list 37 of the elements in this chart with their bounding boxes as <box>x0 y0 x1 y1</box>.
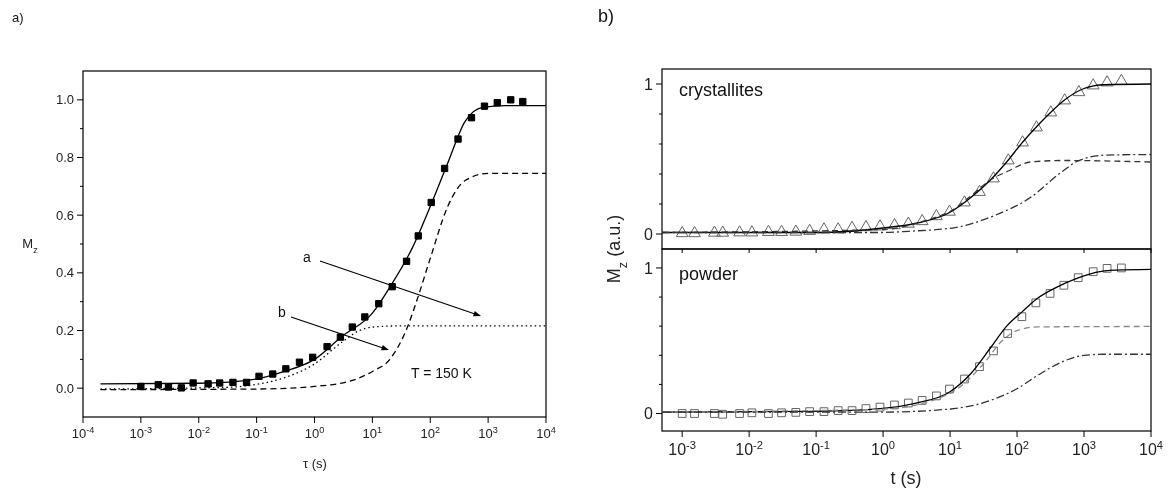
y-tick-label: 0.8 <box>55 150 74 166</box>
x-axis-title: t (s) <box>890 468 922 488</box>
text: a) <box>12 10 24 25</box>
y-tick-label: 0.4 <box>55 265 74 281</box>
annotation: powder <box>679 264 739 284</box>
annotation: T = 150 K <box>411 365 473 381</box>
x-tick-label: 10$^{3}$ <box>478 425 498 441</box>
text: b) <box>598 6 615 26</box>
y-tick-label: 1 <box>644 75 654 93</box>
y-tick-label: 1 <box>644 259 654 277</box>
y-tick-label: 0 <box>644 225 654 243</box>
x-tick-label: 10$^{2}$ <box>420 425 441 441</box>
x-tick-label: 10$^{-1}$ <box>245 425 268 441</box>
x-tick-label: 10$^{2}$ <box>1005 439 1030 458</box>
y-tick-label: 0.0 <box>55 380 74 396</box>
annotation: b <box>278 304 286 320</box>
x-tick-label: 10$^{-2}$ <box>187 425 211 441</box>
y-tick-label: 1.0 <box>55 92 74 108</box>
x-tick-label: 10$^{4}$ <box>1138 439 1164 458</box>
x-tick-label: 10$^{1}$ <box>362 425 383 441</box>
y-tick-label: 0.6 <box>55 207 74 223</box>
y-axis-title: M$_{z}$ <box>22 235 39 255</box>
x-tick-label: 10$^{1}$ <box>938 439 963 458</box>
x-tick-label: 10$^{4}$ <box>536 425 556 441</box>
x-tick-label: 10$^{0}$ <box>304 425 325 441</box>
x-tick-label: 10$^{-1}$ <box>802 439 830 458</box>
x-axis-title: τ (s) <box>303 456 327 471</box>
x-tick-label: 10$^{-3}$ <box>129 425 153 441</box>
x-tick-label: 10$^{-2}$ <box>735 439 764 458</box>
y-tick-label: 0.2 <box>55 323 74 339</box>
x-tick-label: 10$^{0}$ <box>871 439 896 458</box>
y-tick-label: 0 <box>644 405 654 423</box>
annotation: crystallites <box>679 80 764 100</box>
x-tick-label: 10$^{-4}$ <box>71 425 95 441</box>
x-tick-label: 10$^{-3}$ <box>668 439 697 458</box>
x-tick-label: 10$^{3}$ <box>1072 439 1097 458</box>
annotation: a <box>303 249 311 265</box>
